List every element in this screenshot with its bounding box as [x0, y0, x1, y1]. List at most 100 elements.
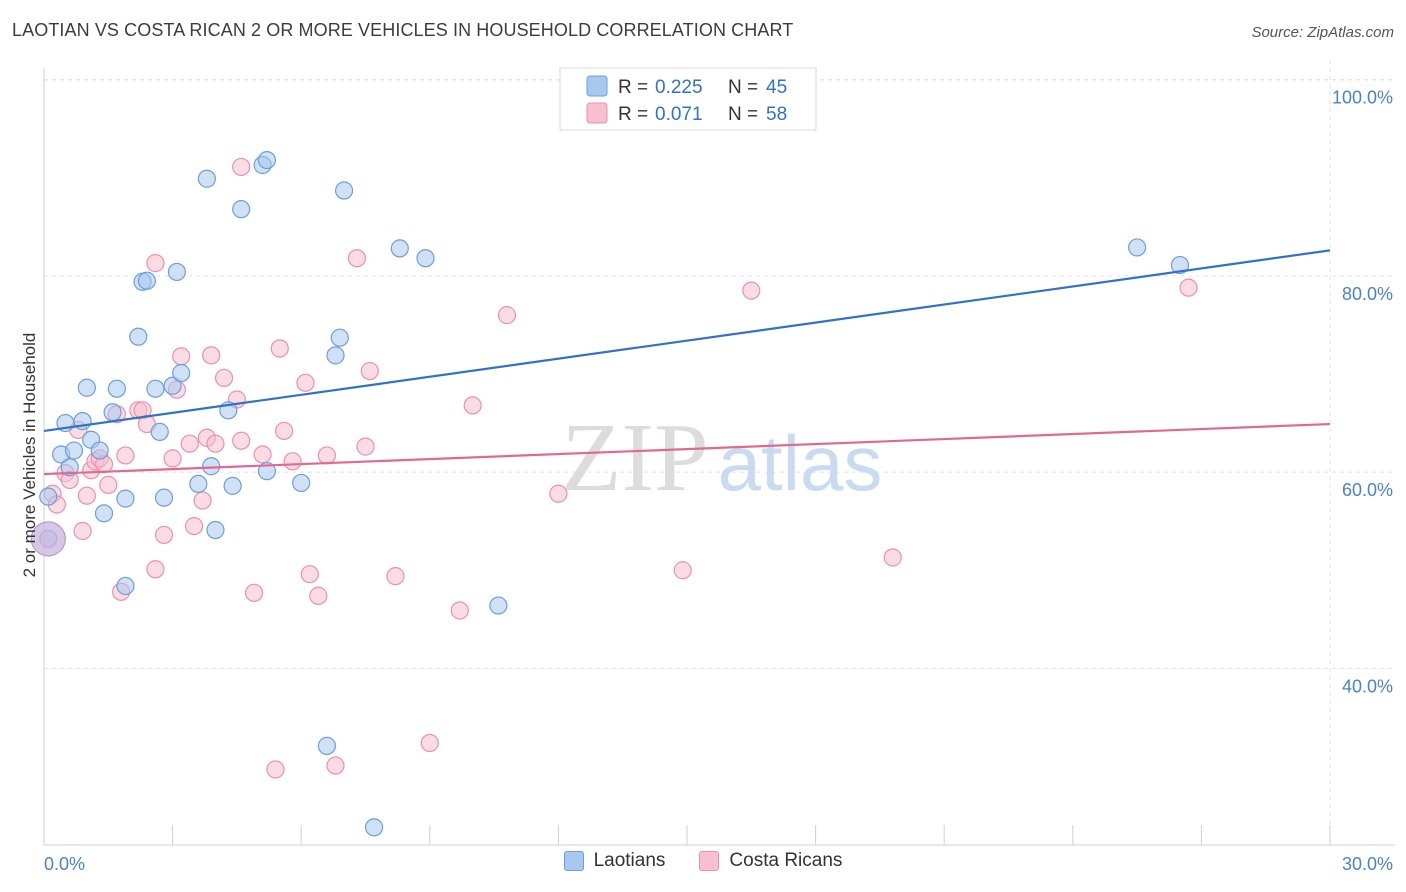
legend-r-value-1: 0.225 [655, 77, 703, 98]
costa-ricans-point-30 [214, 368, 234, 388]
laotians-point-7 [77, 378, 96, 397]
costa-ricans-point-34 [244, 583, 264, 602]
bottom-legend-label-costa-ricans: Costa Ricans [729, 850, 843, 871]
costa-ricans-point-29 [206, 434, 225, 453]
costa-ricans-point-33 [232, 157, 251, 177]
laotians-point-25 [197, 169, 216, 188]
stats-legend: R = 0.225 N = 45 R = 0.071 N = 58 [559, 67, 817, 131]
costa-ricans-point-46 [356, 437, 375, 456]
costa-ricans-point-20 [154, 525, 174, 545]
costa-ricans-point-55 [742, 281, 761, 300]
laotians-point-20 [154, 488, 174, 507]
laotians-point-10 [94, 504, 114, 523]
bottom-legend-swatch-laotians [563, 851, 584, 871]
x-tick-label-min: 0.0% [44, 854, 85, 874]
costa-ricans-point-38 [274, 421, 294, 441]
y-tick-label-3: 100.0% [1332, 88, 1393, 108]
costa-ricans-point-36 [266, 760, 285, 779]
x-tick-label-max: 30.0% [1342, 854, 1393, 874]
laotians-point-32 [257, 150, 277, 170]
laotians-point-42 [489, 596, 508, 615]
costa-ricans-point-25 [184, 516, 204, 536]
laotians-point-17 [137, 271, 156, 290]
laotians-point-11 [103, 403, 122, 422]
laotians-point-24 [189, 474, 208, 493]
costa-ricans-point-54 [673, 561, 692, 580]
laotians-point-22 [167, 262, 186, 282]
chart-title: LAOTIAN VS COSTA RICAN 2 OR MORE VEHICLE… [12, 20, 794, 40]
laotians-point-15 [129, 327, 148, 346]
costa-ricans-point-52 [497, 306, 517, 325]
legend-n-value-2: 58 [766, 104, 787, 125]
costa-ricans-point-39 [283, 452, 302, 471]
costa-ricans-point-6 [77, 486, 96, 505]
costa-ricans-point-53 [549, 484, 568, 503]
laotians-point-19 [150, 422, 169, 441]
watermark-zip: ZIP [562, 404, 709, 512]
bottom-legend: Laotians Costa Ricans [0, 850, 1406, 872]
laotians-point-36 [326, 346, 345, 365]
costa-ricans-point-57 [1179, 278, 1198, 297]
y-tick-label-2: 80.0% [1342, 284, 1393, 304]
costa-ricans-point-24 [180, 434, 199, 453]
bottom-legend-laotians: Laotians [563, 850, 666, 872]
axes [43, 68, 1395, 846]
trend-lines [43, 249, 1331, 476]
costa-ricans-point-41 [300, 565, 319, 584]
laotians-point-35 [317, 736, 337, 755]
costa-ricans-point-40 [296, 373, 315, 392]
legend-n-label-1: N = [728, 77, 758, 98]
laotians-point-18 [146, 379, 165, 398]
costa-ricans-point-51 [463, 396, 482, 415]
costa-ricans-point-50 [450, 601, 469, 620]
costa-ricans-point-44 [326, 756, 345, 775]
laotians-point-41 [416, 249, 435, 268]
laotians-point-21 [163, 376, 182, 395]
costa-ricans-point-28 [202, 346, 221, 365]
bottom-legend-costa-ricans: Costa Ricans [699, 850, 842, 872]
laotians-point-0 [39, 487, 58, 506]
legend-r-label-1: R = [618, 77, 653, 98]
laotians-point-40 [390, 239, 409, 258]
laotians-point-12 [107, 379, 126, 398]
source-label: Source: ZipAtlas.com [1251, 24, 1394, 41]
laotians-point-4 [60, 458, 79, 477]
costa-ricans-point-56 [883, 548, 902, 567]
costa-ricans-point-11 [99, 475, 118, 494]
costa-ricans-point-43 [317, 446, 337, 465]
laotians-point-cluster [30, 521, 66, 557]
laotians-point-29 [223, 476, 242, 495]
legend-swatch-laotians [586, 75, 608, 97]
bottom-legend-label-laotians: Laotians [593, 850, 666, 871]
legend-r-value-2: 0.071 [655, 104, 703, 125]
laotians-point-26 [202, 457, 221, 476]
costa-ricans-point-14 [116, 446, 135, 465]
costa-ricans-point-49 [420, 733, 439, 753]
y-tick-label-1: 60.0% [1342, 480, 1393, 500]
costa-ricans-point-42 [309, 586, 328, 605]
legend-r-label-2: R = [618, 104, 648, 125]
laotians-point-39 [364, 818, 384, 837]
y-axis-label: 2 or more Vehicles in Household [20, 333, 39, 578]
laotians-point-38 [334, 181, 354, 200]
laotians-point-5 [64, 441, 84, 460]
trend-line-costa-ricans [43, 422, 1331, 476]
costa-ricans-point-48 [386, 567, 405, 586]
laotians-point-44 [1170, 255, 1190, 275]
laotians-point-30 [232, 200, 251, 219]
costa-ricans-point-19 [146, 560, 165, 579]
costa-ricans-point-35 [253, 445, 272, 464]
legend-swatch-costa-ricans [586, 102, 608, 124]
laotians-point-37 [330, 328, 349, 347]
legend-n-value-1: 45 [766, 77, 787, 98]
costa-ricans-point-18 [146, 254, 165, 273]
series-costa-ricans-points [43, 157, 1198, 779]
legend-n-label-2: N = [728, 104, 758, 125]
costa-ricans-point-47 [360, 361, 379, 381]
y-tick-labels: 40.0% 60.0% 80.0% 100.0% [1332, 88, 1393, 697]
y-tick-label-0: 40.0% [1342, 676, 1393, 696]
laotians-point-9 [90, 441, 109, 460]
laotians-point-13 [116, 576, 135, 596]
costa-ricans-point-45 [347, 249, 367, 268]
